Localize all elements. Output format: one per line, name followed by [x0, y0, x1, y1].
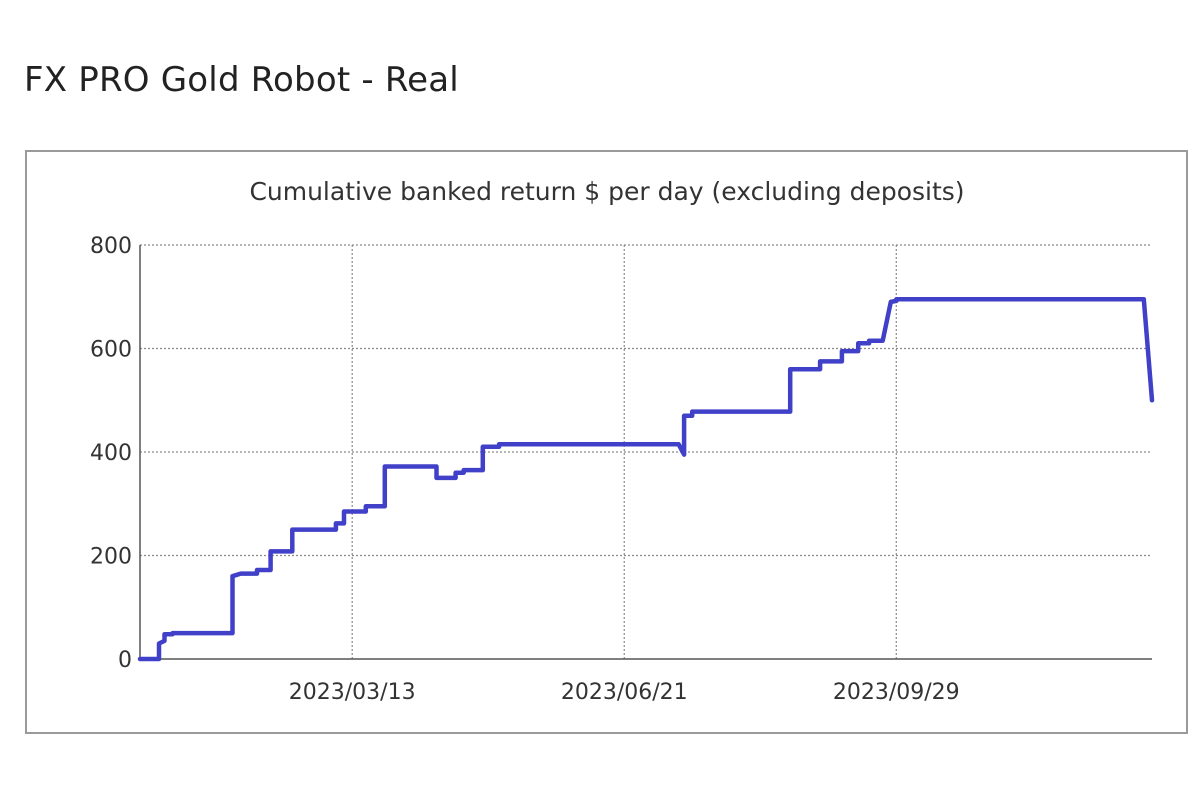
y-tick-label: 800: [90, 234, 132, 259]
data-point: [818, 359, 822, 363]
data-point: [894, 297, 898, 301]
data-point: [269, 549, 273, 553]
data-point: [788, 410, 792, 414]
data-point: [364, 509, 368, 514]
data-point: [383, 464, 387, 469]
data-point: [364, 504, 368, 508]
axis-layer: [139, 245, 1152, 660]
data-point: [239, 572, 243, 576]
data-point: [788, 367, 792, 371]
data-point: [481, 445, 485, 449]
data-point: [162, 632, 167, 636]
data-point: [1150, 398, 1154, 402]
chart-title: Cumulative banked return $ per day (excl…: [249, 177, 964, 206]
data-point: [454, 471, 458, 475]
data-point: [682, 414, 686, 418]
y-tick-label: 600: [90, 338, 132, 363]
data-point: [290, 528, 294, 532]
data-point: [867, 341, 871, 345]
data-point: [434, 464, 439, 469]
data-point: [230, 574, 235, 578]
data-point: [290, 549, 294, 553]
data-point: [157, 657, 161, 661]
cumulative-return-chart: Cumulative banked return $ per day (excl…: [90, 177, 1155, 705]
data-point: [255, 568, 259, 572]
data-point: [342, 509, 346, 514]
page-title: FX PRO Gold Robot - Real: [24, 60, 459, 100]
data-point: [690, 410, 694, 414]
data-point: [454, 476, 458, 480]
data-point: [481, 468, 485, 472]
data-point: [138, 657, 142, 661]
data-point: [434, 476, 439, 480]
data-point: [867, 339, 871, 343]
data-point: [682, 453, 686, 457]
data-point: [889, 300, 893, 304]
grid-layer: [140, 244, 1152, 659]
x-tick-label: 2023/06/21: [561, 680, 688, 705]
data-point: [334, 528, 338, 532]
data-point: [677, 442, 681, 446]
series-line: [137, 297, 1155, 662]
data-point: [157, 641, 161, 646]
data-point: [334, 521, 338, 525]
data-point: [881, 339, 885, 343]
data-point: [856, 349, 860, 353]
data-point: [1142, 297, 1146, 301]
y-tick-label: 200: [90, 545, 132, 570]
data-point: [690, 414, 694, 418]
data-point: [462, 468, 466, 472]
x-tick-label: 2023/09/29: [833, 680, 960, 705]
data-point: [497, 442, 501, 446]
chart-frame: Cumulative banked return $ per day (excl…: [25, 150, 1188, 734]
data-point: [840, 349, 844, 353]
data-point: [255, 572, 259, 576]
data-point: [462, 471, 466, 475]
data-point: [162, 639, 167, 643]
data-point: [230, 631, 235, 635]
data-point: [342, 521, 346, 525]
data-point: [840, 359, 844, 363]
label-layer: 0 200 400 600 800 2023/03/13 2023/06/21 2023/09…: [90, 234, 960, 705]
data-point: [818, 367, 822, 371]
data-point: [856, 341, 860, 345]
data-point: [269, 568, 273, 572]
data-point: [383, 504, 387, 508]
data-point: [171, 631, 175, 635]
y-tick-label: 400: [90, 441, 132, 466]
y-tick-label: 0: [118, 648, 132, 673]
data-point: [497, 445, 501, 449]
x-tick-label: 2023/03/13: [289, 680, 416, 705]
series-layer: [137, 297, 1155, 662]
